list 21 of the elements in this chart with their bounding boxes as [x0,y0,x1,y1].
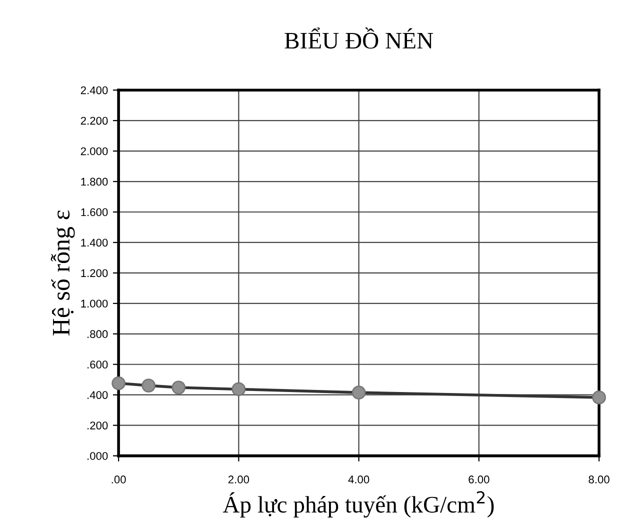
y-tick-label: .600 [88,360,108,369]
y-tick-label: .000 [88,452,108,460]
y-tick-label: 1.800 [81,178,108,186]
y-tick-label: .200 [88,422,108,430]
y-tick-label: .400 [88,391,108,399]
y-tick-label: 2.000 [80,147,108,156]
x-axis-title: Áp lực pháp tuyến (kG/cm$^{2}$) [222,491,494,518]
x-tick-label: .00 [112,476,126,484]
y-tick-label: 2.200 [80,116,108,125]
x-tick-label: 4.00 [348,476,370,484]
y-tick-label: 1.600 [81,208,108,216]
y-tick-label: 2.400 [80,86,108,94]
chart-title: BIỂU ĐỒ NÉN [284,28,434,49]
y-tick-label: 1.000 [81,300,108,308]
x-tick-label: 2.00 [228,476,250,484]
y-tick-label: 1.400 [81,238,108,247]
y-tick-label: .800 [88,330,108,338]
y-axis-title: Hệ số rỗng ε [50,210,75,336]
x-tick-label: 6.00 [468,476,490,484]
x-tick-label: 8.00 [588,476,610,484]
y-tick-label: 1.200 [81,269,108,278]
